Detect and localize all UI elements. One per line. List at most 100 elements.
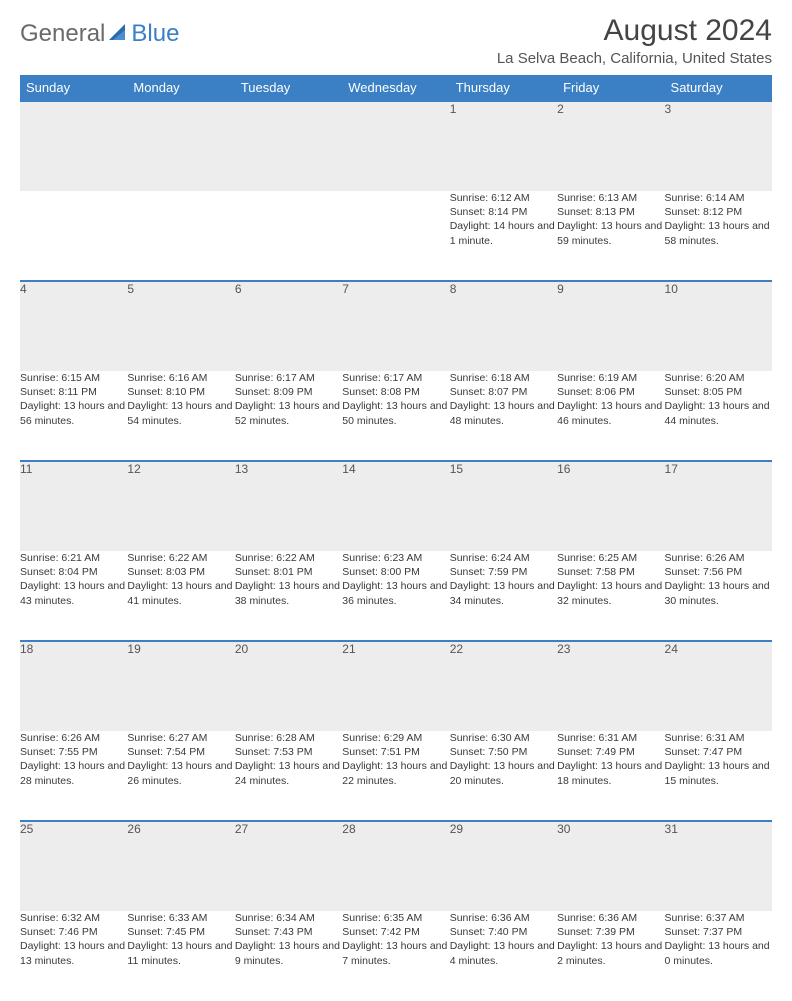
daylight-text: Daylight: 13 hours and 2 minutes. xyxy=(557,939,664,967)
sunrise-text: Sunrise: 6:23 AM xyxy=(342,551,449,565)
sunrise-text: Sunrise: 6:36 AM xyxy=(557,911,664,925)
sunrise-text: Sunrise: 6:31 AM xyxy=(665,731,772,745)
sunset-text: Sunset: 8:07 PM xyxy=(450,385,557,399)
sunset-text: Sunset: 8:00 PM xyxy=(342,565,449,579)
day-detail-cell: Sunrise: 6:16 AMSunset: 8:10 PMDaylight:… xyxy=(127,371,234,461)
calendar-body: 123Sunrise: 6:12 AMSunset: 8:14 PMDaylig… xyxy=(20,101,772,1001)
day-detail-cell: Sunrise: 6:24 AMSunset: 7:59 PMDaylight:… xyxy=(450,551,557,641)
day-detail-cell: Sunrise: 6:22 AMSunset: 8:03 PMDaylight:… xyxy=(127,551,234,641)
calendar-table: Sunday Monday Tuesday Wednesday Thursday… xyxy=(20,75,772,1001)
col-tuesday: Tuesday xyxy=(235,75,342,101)
day-number-cell: 18 xyxy=(20,641,127,731)
day-number-cell: 2 xyxy=(557,101,664,191)
sunrise-text: Sunrise: 6:17 AM xyxy=(342,371,449,385)
daylight-text: Daylight: 13 hours and 46 minutes. xyxy=(557,399,664,427)
sunset-text: Sunset: 8:04 PM xyxy=(20,565,127,579)
day-detail-cell: Sunrise: 6:13 AMSunset: 8:13 PMDaylight:… xyxy=(557,191,664,281)
week-daynum-row: 25262728293031 xyxy=(20,821,772,911)
daylight-text: Daylight: 13 hours and 26 minutes. xyxy=(127,759,234,787)
day-detail-cell: Sunrise: 6:36 AMSunset: 7:39 PMDaylight:… xyxy=(557,911,664,1001)
daylight-text: Daylight: 13 hours and 30 minutes. xyxy=(665,579,772,607)
day-number-cell: 23 xyxy=(557,641,664,731)
week-detail-row: Sunrise: 6:12 AMSunset: 8:14 PMDaylight:… xyxy=(20,191,772,281)
sunset-text: Sunset: 8:12 PM xyxy=(665,205,772,219)
sunset-text: Sunset: 8:11 PM xyxy=(20,385,127,399)
day-detail-cell: Sunrise: 6:31 AMSunset: 7:49 PMDaylight:… xyxy=(557,731,664,821)
daylight-text: Daylight: 13 hours and 22 minutes. xyxy=(342,759,449,787)
daylight-text: Daylight: 13 hours and 20 minutes. xyxy=(450,759,557,787)
day-number-cell: 6 xyxy=(235,281,342,371)
sunset-text: Sunset: 7:53 PM xyxy=(235,745,342,759)
sunrise-text: Sunrise: 6:25 AM xyxy=(557,551,664,565)
daylight-text: Daylight: 13 hours and 4 minutes. xyxy=(450,939,557,967)
day-number-cell: 24 xyxy=(665,641,772,731)
daylight-text: Daylight: 13 hours and 41 minutes. xyxy=(127,579,234,607)
week-detail-row: Sunrise: 6:26 AMSunset: 7:55 PMDaylight:… xyxy=(20,731,772,821)
sunrise-text: Sunrise: 6:32 AM xyxy=(20,911,127,925)
sunset-text: Sunset: 7:51 PM xyxy=(342,745,449,759)
week-daynum-row: 45678910 xyxy=(20,281,772,371)
col-friday: Friday xyxy=(557,75,664,101)
daylight-text: Daylight: 13 hours and 52 minutes. xyxy=(235,399,342,427)
daylight-text: Daylight: 13 hours and 24 minutes. xyxy=(235,759,342,787)
sunset-text: Sunset: 7:37 PM xyxy=(665,925,772,939)
week-daynum-row: 11121314151617 xyxy=(20,461,772,551)
day-detail-cell: Sunrise: 6:29 AMSunset: 7:51 PMDaylight:… xyxy=(342,731,449,821)
day-detail-cell: Sunrise: 6:26 AMSunset: 7:56 PMDaylight:… xyxy=(665,551,772,641)
day-number-cell: 31 xyxy=(665,821,772,911)
logo-text-blue: Blue xyxy=(131,20,179,48)
col-sunday: Sunday xyxy=(20,75,127,101)
day-number-cell: 19 xyxy=(127,641,234,731)
day-detail-cell: Sunrise: 6:17 AMSunset: 8:09 PMDaylight:… xyxy=(235,371,342,461)
day-detail-cell: Sunrise: 6:32 AMSunset: 7:46 PMDaylight:… xyxy=(20,911,127,1001)
sunset-text: Sunset: 7:59 PM xyxy=(450,565,557,579)
day-number-cell: 4 xyxy=(20,281,127,371)
daylight-text: Daylight: 13 hours and 43 minutes. xyxy=(20,579,127,607)
day-detail-cell: Sunrise: 6:22 AMSunset: 8:01 PMDaylight:… xyxy=(235,551,342,641)
day-detail-cell: Sunrise: 6:20 AMSunset: 8:05 PMDaylight:… xyxy=(665,371,772,461)
daylight-text: Daylight: 13 hours and 7 minutes. xyxy=(342,939,449,967)
day-number-cell: 21 xyxy=(342,641,449,731)
sunset-text: Sunset: 8:03 PM xyxy=(127,565,234,579)
day-detail-cell: Sunrise: 6:36 AMSunset: 7:40 PMDaylight:… xyxy=(450,911,557,1001)
sunset-text: Sunset: 7:56 PM xyxy=(665,565,772,579)
day-number-cell: 16 xyxy=(557,461,664,551)
sunrise-text: Sunrise: 6:22 AM xyxy=(127,551,234,565)
sunset-text: Sunset: 8:10 PM xyxy=(127,385,234,399)
sunset-text: Sunset: 7:43 PM xyxy=(235,925,342,939)
day-number-cell xyxy=(235,101,342,191)
week-detail-row: Sunrise: 6:15 AMSunset: 8:11 PMDaylight:… xyxy=(20,371,772,461)
sunrise-text: Sunrise: 6:19 AM xyxy=(557,371,664,385)
daylight-text: Daylight: 13 hours and 54 minutes. xyxy=(127,399,234,427)
day-number-cell: 15 xyxy=(450,461,557,551)
sunrise-text: Sunrise: 6:12 AM xyxy=(450,191,557,205)
sunrise-text: Sunrise: 6:31 AM xyxy=(557,731,664,745)
sunset-text: Sunset: 8:01 PM xyxy=(235,565,342,579)
sunrise-text: Sunrise: 6:14 AM xyxy=(665,191,772,205)
day-detail-cell: Sunrise: 6:23 AMSunset: 8:00 PMDaylight:… xyxy=(342,551,449,641)
day-number-cell: 13 xyxy=(235,461,342,551)
day-number-cell: 29 xyxy=(450,821,557,911)
daylight-text: Daylight: 13 hours and 28 minutes. xyxy=(20,759,127,787)
week-daynum-row: 18192021222324 xyxy=(20,641,772,731)
day-number-cell: 5 xyxy=(127,281,234,371)
day-number-cell xyxy=(342,101,449,191)
day-detail-cell: Sunrise: 6:14 AMSunset: 8:12 PMDaylight:… xyxy=(665,191,772,281)
sunset-text: Sunset: 8:09 PM xyxy=(235,385,342,399)
daylight-text: Daylight: 13 hours and 18 minutes. xyxy=(557,759,664,787)
week-detail-row: Sunrise: 6:21 AMSunset: 8:04 PMDaylight:… xyxy=(20,551,772,641)
day-number-cell xyxy=(127,101,234,191)
sunrise-text: Sunrise: 6:27 AM xyxy=(127,731,234,745)
sunset-text: Sunset: 7:45 PM xyxy=(127,925,234,939)
sunrise-text: Sunrise: 6:34 AM xyxy=(235,911,342,925)
day-detail-cell: Sunrise: 6:17 AMSunset: 8:08 PMDaylight:… xyxy=(342,371,449,461)
daylight-text: Daylight: 14 hours and 1 minute. xyxy=(450,219,557,247)
sunset-text: Sunset: 8:08 PM xyxy=(342,385,449,399)
sunset-text: Sunset: 8:14 PM xyxy=(450,205,557,219)
sunset-text: Sunset: 7:39 PM xyxy=(557,925,664,939)
day-number-cell: 28 xyxy=(342,821,449,911)
day-detail-cell: Sunrise: 6:26 AMSunset: 7:55 PMDaylight:… xyxy=(20,731,127,821)
day-detail-cell xyxy=(20,191,127,281)
sunrise-text: Sunrise: 6:15 AM xyxy=(20,371,127,385)
daylight-text: Daylight: 13 hours and 9 minutes. xyxy=(235,939,342,967)
